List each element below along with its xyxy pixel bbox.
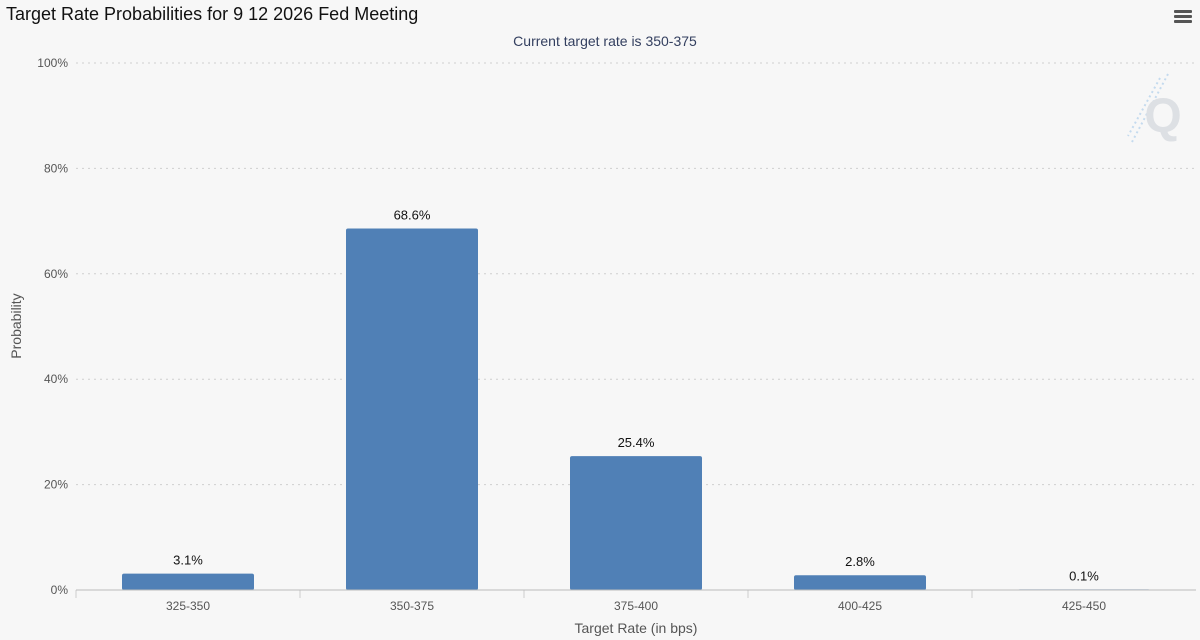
- bar: [346, 228, 478, 590]
- watermark-letter: Q: [1144, 90, 1181, 143]
- y-axis-ticks: 0% 20% 40% 60% 80% 100%: [37, 56, 68, 597]
- bar: [122, 573, 254, 590]
- y-tick-label: 100%: [37, 56, 68, 70]
- bar-value-label: 25.4%: [618, 435, 655, 450]
- bar-value-label: 0.1%: [1069, 568, 1099, 583]
- x-tick-label: 400-425: [838, 599, 882, 613]
- x-tick-label: 350-375: [390, 599, 434, 613]
- x-tick-label: 425-450: [1062, 599, 1106, 613]
- bar-value-label: 2.8%: [845, 554, 875, 569]
- bar-value-labels: 3.1% 68.6% 25.4% 2.8% 0.1%: [173, 207, 1099, 583]
- x-axis-ticks: 325-350 350-375 375-400 400-425 425-450: [75, 590, 1106, 613]
- y-tick-label: 20%: [44, 478, 68, 492]
- quikstrike-logo-icon: Q: [1127, 73, 1182, 143]
- bar: [570, 456, 702, 590]
- y-tick-label: 0%: [51, 583, 69, 597]
- y-tick-label: 60%: [44, 267, 68, 281]
- chart-title: Target Rate Probabilities for 9 12 2026 …: [6, 4, 419, 24]
- grid-lines: [76, 62, 1196, 486]
- bars: [122, 228, 1150, 590]
- x-tick-label: 375-400: [614, 599, 658, 613]
- x-axis-title: Target Rate (in bps): [575, 620, 698, 636]
- y-tick-label: 80%: [44, 161, 68, 175]
- bar-value-label: 3.1%: [173, 553, 203, 568]
- bar: [794, 575, 926, 590]
- x-tick-label: 325-350: [166, 599, 210, 613]
- hamburger-menu-icon[interactable]: [1174, 8, 1192, 26]
- bar-value-label: 68.6%: [394, 207, 431, 222]
- y-tick-label: 40%: [44, 372, 68, 386]
- chart-subtitle: Current target rate is 350-375: [513, 33, 697, 49]
- y-axis-title: Probability: [8, 293, 24, 358]
